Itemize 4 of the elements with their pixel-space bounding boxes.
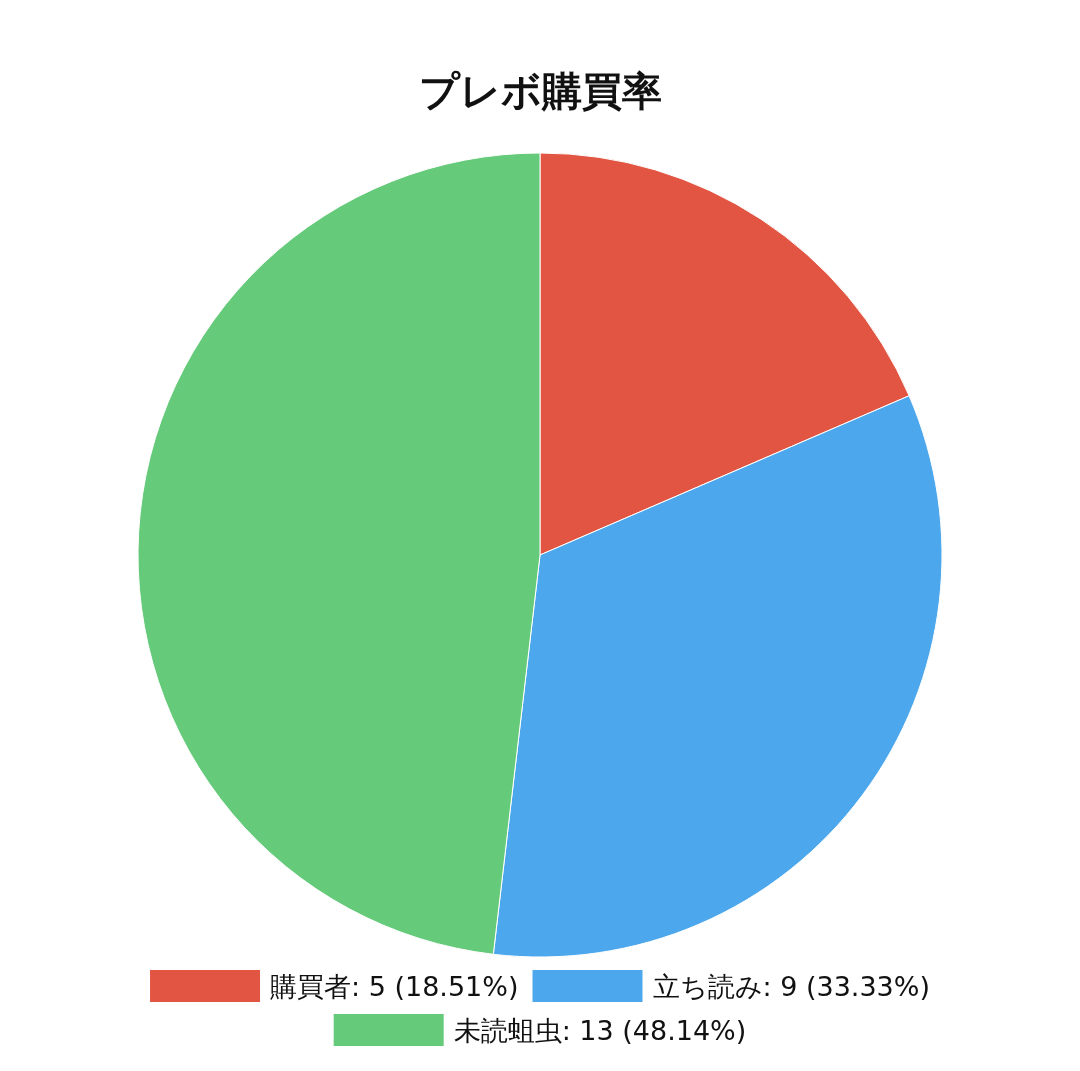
legend-label: 立ち読み: 9 (33.33%) — [652, 970, 930, 1002]
chart-title: プレボ購買率 — [418, 68, 662, 114]
legend-label: 購買者: 5 (18.51%) — [270, 970, 519, 1002]
legend-label: 未読蛆虫: 13 (48.14%) — [453, 1014, 747, 1046]
